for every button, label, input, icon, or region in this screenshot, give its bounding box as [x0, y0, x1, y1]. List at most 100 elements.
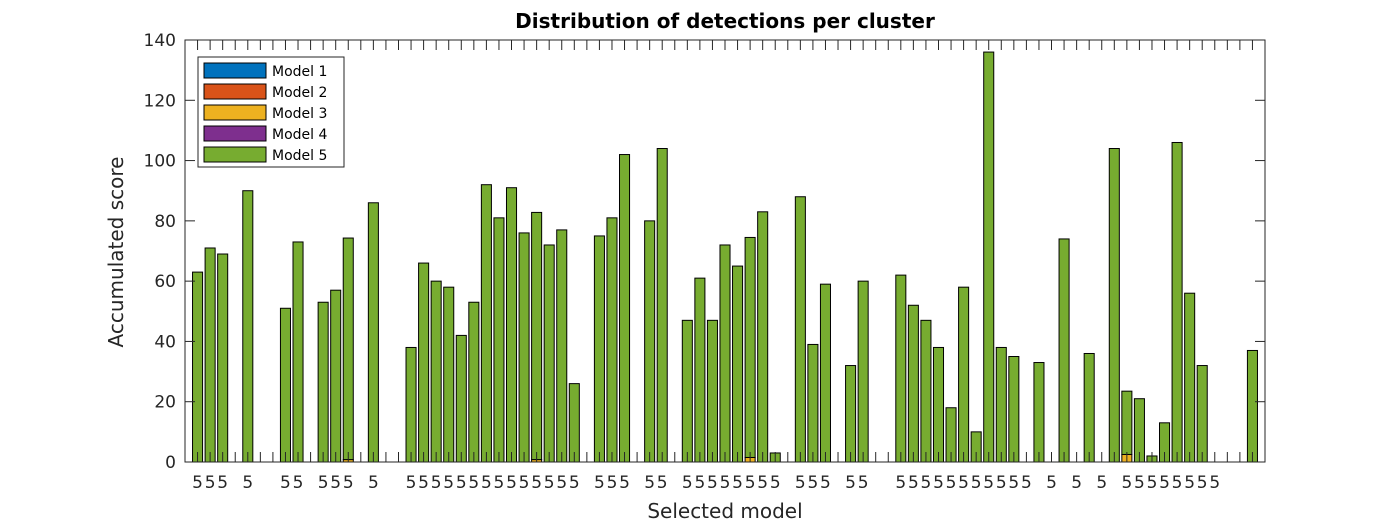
x-tick-label-67: 5 — [1021, 473, 1032, 493]
bar-model-5-33 — [593, 235, 605, 463]
bar-model-5-85 — [1246, 349, 1258, 463]
x-tick-label-49: 5 — [795, 473, 806, 493]
x-tick-label-25: 5 — [494, 473, 505, 493]
bar-model-5-68 — [1033, 362, 1045, 463]
bar-model-5-80 — [1184, 292, 1196, 463]
x-tick-label-54: 5 — [858, 473, 869, 493]
bar-model-5-58 — [907, 304, 919, 463]
bar-model-5-25 — [493, 217, 505, 463]
bar-model-5-27 — [518, 232, 530, 463]
x-axis-label: Selected model — [647, 499, 802, 523]
x-tick-label-18: 5 — [406, 473, 417, 493]
x-tick-label-62: 5 — [958, 473, 969, 493]
x-tick-label-57: 5 — [895, 473, 906, 493]
y-tick-label-80: 80 — [154, 212, 176, 232]
x-tick-label-41: 5 — [694, 473, 705, 493]
bar-model-5-74 — [1108, 148, 1120, 463]
bar-model-5-34 — [606, 217, 618, 463]
x-tick-label-23: 5 — [468, 473, 479, 493]
legend-label-model-1: Model 1 — [272, 64, 327, 80]
x-tick-label-9: 5 — [293, 473, 304, 493]
bar-model-5-15 — [367, 202, 379, 463]
x-tick-label-60: 5 — [933, 473, 944, 493]
x-tick-label-82: 5 — [1209, 473, 1220, 493]
x-tick-label-24: 5 — [481, 473, 492, 493]
legend-swatch-model-1 — [203, 62, 267, 79]
bar-model-5-3 — [217, 253, 229, 463]
bar-model-5-2 — [204, 247, 216, 463]
bar-model-5-23 — [468, 301, 480, 463]
legend: Model 1 Model 2 Model 3 Model 4 Model 5 — [197, 56, 345, 168]
bar-model-5-20 — [430, 280, 442, 463]
bar-model-5-28 — [531, 211, 543, 461]
bar-model-5-44 — [732, 265, 744, 463]
x-tick-label-64: 5 — [983, 473, 994, 493]
bar-model-5-11 — [317, 301, 329, 463]
x-tick-label-58: 5 — [908, 473, 919, 493]
x-tick-label-51: 5 — [820, 473, 831, 493]
legend-swatch-model-5 — [203, 146, 267, 163]
x-tick-label-1: 5 — [192, 473, 203, 493]
y-tick-label-60: 60 — [154, 272, 176, 292]
x-tick-label-75: 5 — [1121, 473, 1132, 493]
x-tick-label-35: 5 — [619, 473, 630, 493]
y-tick-label-20: 20 — [154, 393, 176, 413]
bar-model-5-57 — [895, 274, 907, 463]
legend-label-model-5: Model 5 — [272, 148, 327, 164]
x-tick-label-22: 5 — [456, 473, 467, 493]
bar-model-5-81 — [1196, 365, 1208, 463]
x-tick-label-50: 5 — [807, 473, 818, 493]
bar-model-5-9 — [292, 241, 304, 463]
x-tick-label-79: 5 — [1172, 473, 1183, 493]
x-tick-label-63: 5 — [971, 473, 982, 493]
bar-model-5-53 — [845, 365, 857, 463]
bar-model-5-46 — [757, 211, 769, 463]
bar-model-5-21 — [443, 286, 455, 463]
bar-model-5-18 — [405, 346, 417, 463]
x-tick-label-3: 5 — [217, 473, 228, 493]
top-tick-marks — [197, 40, 1253, 462]
y-tick-label-140: 140 — [144, 31, 176, 51]
x-tick-label-30: 5 — [556, 473, 567, 493]
x-tick-label-69: 5 — [1046, 473, 1057, 493]
bar-model-5-42 — [706, 319, 718, 463]
bar-model-5-64 — [983, 51, 995, 463]
bar-model-5-40 — [681, 319, 693, 463]
legend-swatch-model-4 — [203, 125, 267, 142]
bar-model-5-22 — [455, 334, 467, 463]
x-tick-label-61: 5 — [946, 473, 957, 493]
bar-model-5-29 — [543, 244, 555, 463]
bar-model-5-51 — [819, 283, 831, 463]
x-tick-label-33: 5 — [594, 473, 605, 493]
bar-model-5-59 — [920, 319, 932, 463]
x-tick-label-73: 5 — [1096, 473, 1107, 493]
x-tick-label-19: 5 — [418, 473, 429, 493]
bar-model-5-1 — [192, 271, 204, 463]
x-tick-label-12: 5 — [330, 473, 341, 493]
legend-label-model-3: Model 3 — [272, 106, 327, 122]
x-tick-label-15: 5 — [368, 473, 379, 493]
x-tick-label-34: 5 — [607, 473, 618, 493]
bar-model-5-60 — [932, 346, 945, 463]
bar-model-5-12 — [330, 289, 342, 463]
x-tick-label-13: 5 — [343, 473, 354, 493]
x-tick-label-59: 5 — [921, 473, 932, 493]
legend-swatch-model-3 — [203, 104, 267, 121]
x-tick-label-76: 5 — [1134, 473, 1145, 493]
bar-model-5-72 — [1083, 352, 1095, 463]
bar-model-5-79 — [1171, 141, 1183, 463]
x-tick-label-8: 5 — [280, 473, 291, 493]
bar-model-5-65 — [995, 346, 1007, 463]
bar-model-5-30 — [556, 229, 568, 463]
x-tick-label-37: 5 — [644, 473, 655, 493]
bar-model-5-37 — [644, 220, 656, 463]
legend-swatch-model-2 — [203, 83, 267, 100]
x-tick-label-38: 5 — [657, 473, 668, 493]
x-tick-label-42: 5 — [707, 473, 718, 493]
x-tick-label-71: 5 — [1071, 473, 1082, 493]
x-tick-label-65: 5 — [996, 473, 1007, 493]
bar-model-5-45 — [744, 236, 756, 458]
bar-model-5-26 — [505, 187, 518, 463]
bar-model-5-24 — [480, 184, 492, 463]
bar-model-5-62 — [958, 286, 970, 463]
